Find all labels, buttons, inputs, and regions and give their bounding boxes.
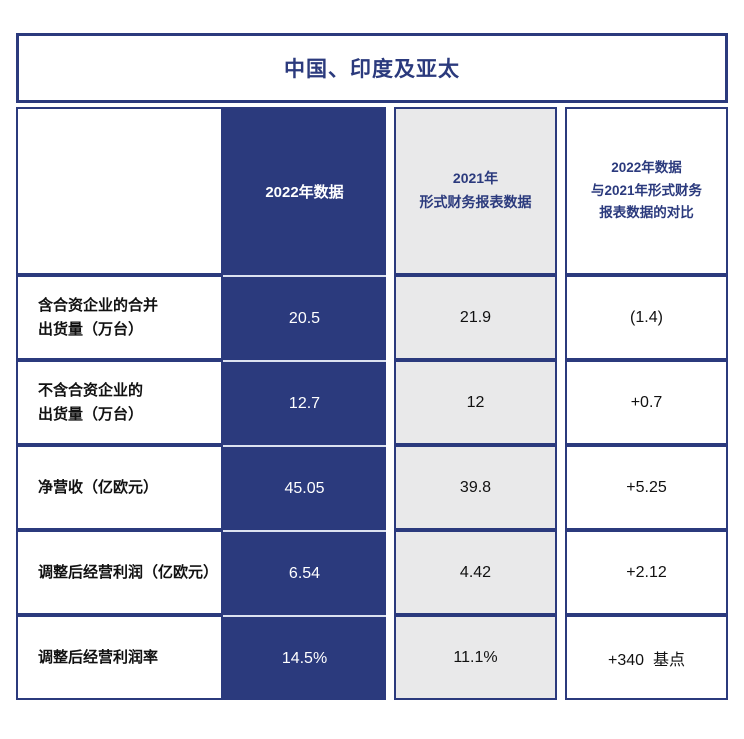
column-gap [557,107,565,275]
column-gap [386,445,394,530]
value-2022: 14.5% [223,615,386,700]
row-label: 净营收（亿欧元） [16,445,223,530]
value-2021: 39.8 [394,445,557,530]
value-2021: 11.1% [394,615,557,700]
table-grid: 2022年数据 2021年 形式财务报表数据 2022年数据 与2021年形式财… [16,107,728,700]
value-delta: +340 基点 [565,615,728,700]
value-2021: 12 [394,360,557,445]
header-blank-cell [16,107,223,275]
value-2021: 4.42 [394,530,557,615]
column-gap [386,360,394,445]
value-2022: 20.5 [223,275,386,360]
column-gap [386,275,394,360]
column-gap [557,615,565,700]
value-2021: 21.9 [394,275,557,360]
column-gap [557,445,565,530]
column-gap [386,107,394,275]
region-financial-table-panel: 中国、印度及亚太 2022年数据 2021年 形式财务报表数据 2022年数据 … [16,33,728,700]
header-col-2021-proforma: 2021年 形式财务报表数据 [394,107,557,275]
column-gap [557,530,565,615]
header-col-comparison: 2022年数据 与2021年形式财务 报表数据的对比 [565,107,728,275]
table-title: 中国、印度及亚太 [16,33,728,103]
column-gap [557,275,565,360]
row-label: 含合资企业的合并 出货量（万台） [16,275,223,360]
value-2022: 6.54 [223,530,386,615]
value-2022: 45.05 [223,445,386,530]
value-delta: +5.25 [565,445,728,530]
value-2022: 12.7 [223,360,386,445]
value-delta: (1.4) [565,275,728,360]
row-label: 调整后经营利润率 [16,615,223,700]
column-gap [386,530,394,615]
row-label: 不含合资企业的 出货量（万台） [16,360,223,445]
header-col-2022: 2022年数据 [223,107,386,275]
value-delta: +0.7 [565,360,728,445]
column-gap [386,615,394,700]
value-delta: +2.12 [565,530,728,615]
column-gap [557,360,565,445]
row-label: 调整后经营利润（亿欧元） [16,530,223,615]
